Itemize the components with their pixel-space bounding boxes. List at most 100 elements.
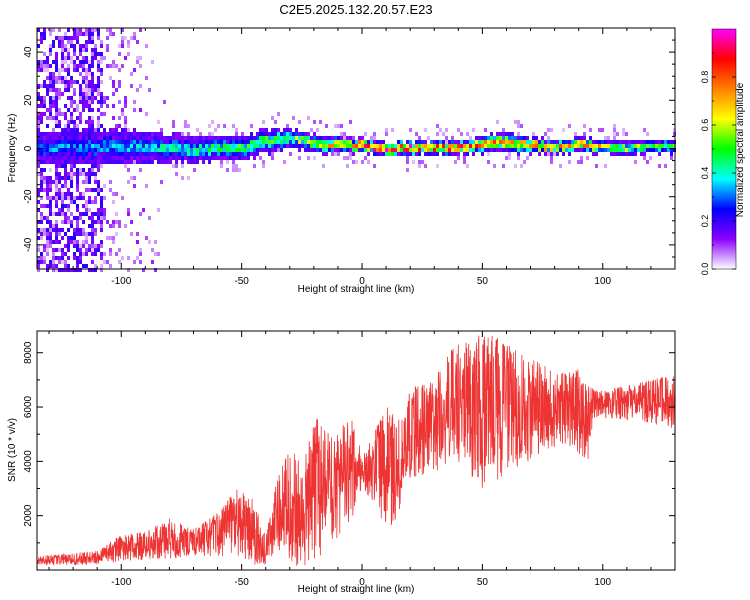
spectrogram-cell [82, 104, 85, 108]
spectrogram-cell [115, 156, 118, 160]
spectrogram-cell [64, 128, 67, 132]
spectrogram-cell [490, 148, 493, 152]
spectrogram-cell [106, 96, 109, 100]
spectrogram-cell [520, 136, 523, 140]
spectrogram-cell [91, 132, 94, 136]
spectrogram-cell [58, 164, 61, 168]
spectrogram-cell [52, 256, 55, 260]
spectrogram-cell [526, 140, 529, 144]
spectrogram-ytick-label: 0 [23, 145, 34, 151]
spectrogram-cell [472, 128, 475, 132]
spectrogram-cell [46, 176, 49, 180]
spectrogram-cell [103, 144, 106, 148]
spectrogram-cell [97, 116, 100, 120]
spectrogram-cell [565, 148, 568, 152]
spectrogram-cell [190, 160, 193, 164]
spectrogram-cell [88, 84, 91, 88]
spectrogram-cell [496, 148, 499, 152]
spectrogram-cell [343, 156, 346, 160]
spectrogram-cell [253, 140, 256, 144]
spectrogram-cell [46, 188, 49, 192]
spectrogram-cell [61, 112, 64, 116]
spectrogram-cell [91, 248, 94, 252]
spectrogram-cell [145, 152, 148, 156]
spectrogram-cell [493, 164, 496, 168]
spectrogram-cell [67, 160, 70, 164]
spectrogram-cell [70, 116, 73, 120]
spectrogram-cell [496, 132, 499, 136]
spectrogram-cell [541, 140, 544, 144]
spectrogram-cell [457, 148, 460, 152]
spectrogram-cell [58, 92, 61, 96]
spectrogram-cell [97, 164, 100, 168]
spectrogram-cell [133, 184, 136, 188]
spectrogram-cell [112, 224, 115, 228]
spectrogram-cell [436, 140, 439, 144]
spectrogram-cell [535, 144, 538, 148]
spectrogram-cell [466, 140, 469, 144]
spectrogram-cell [91, 156, 94, 160]
spectrogram-cell [481, 152, 484, 156]
spectrogram-cell [310, 140, 313, 144]
spectrogram-cell [127, 168, 130, 172]
spectrogram-cell [292, 136, 295, 140]
spectrogram-cell [292, 144, 295, 148]
spectrogram-cell [55, 112, 58, 116]
spectrogram-cell [88, 268, 91, 272]
spectrogram-cell [85, 48, 88, 52]
spectrogram-cell [655, 140, 658, 144]
spectrogram-cell [202, 156, 205, 160]
spectrogram-cell [235, 168, 238, 172]
spectrogram-cell [337, 152, 340, 156]
snr-xtick-label: 50 [477, 577, 489, 588]
spectrogram-cell [109, 188, 112, 192]
spectrogram-cell [94, 28, 97, 32]
spectrogram-cell [379, 152, 382, 156]
spectrogram-cell [79, 28, 82, 32]
spectrogram-cell [148, 156, 151, 160]
spectrogram-cell [37, 260, 40, 264]
spectrogram-cell [178, 148, 181, 152]
spectrogram-cell [118, 68, 121, 72]
spectrogram-cell [544, 148, 547, 152]
spectrogram-cell [82, 68, 85, 72]
spectrogram-cell [124, 132, 127, 136]
spectrogram-cell [91, 116, 94, 120]
spectrogram-cell [214, 140, 217, 144]
spectrogram-cell [172, 148, 175, 152]
spectrogram-cell [118, 220, 121, 224]
spectrogram-cell [91, 224, 94, 228]
spectrogram-cell [52, 212, 55, 216]
spectrogram-cell [322, 140, 325, 144]
spectrogram-cell [91, 100, 94, 104]
spectrogram-cell [517, 148, 520, 152]
spectrogram-cell [625, 148, 628, 152]
spectrogram-cell [112, 160, 115, 164]
spectrogram-cell [262, 120, 265, 124]
spectrogram-cell [58, 112, 61, 116]
spectrogram-cell [40, 132, 43, 136]
spectrogram-cell [199, 136, 202, 140]
spectrogram-cell [79, 228, 82, 232]
spectrogram-cell [64, 80, 67, 84]
spectrogram-cell [103, 260, 106, 264]
spectrogram-cell [76, 256, 79, 260]
spectrogram-cell [121, 256, 124, 260]
spectrogram-cell [235, 136, 238, 140]
spectrogram-cell [613, 152, 616, 156]
spectrogram-cell [220, 148, 223, 152]
spectrogram-cell [130, 220, 133, 224]
spectrogram-cell [322, 152, 325, 156]
spectrogram-cell [301, 136, 304, 140]
spectrogram-xtick-label: 50 [477, 276, 489, 287]
spectrogram-cell [82, 240, 85, 244]
spectrogram-cell [91, 60, 94, 64]
snr-series-line [36, 335, 676, 566]
spectrogram-cell [115, 252, 118, 256]
spectrogram-cell [76, 132, 79, 136]
spectrogram-cell [442, 132, 445, 136]
spectrogram-cell [439, 140, 442, 144]
spectrogram-cell [229, 136, 232, 140]
spectrogram-cell [268, 132, 271, 136]
spectrogram-cell [85, 96, 88, 100]
